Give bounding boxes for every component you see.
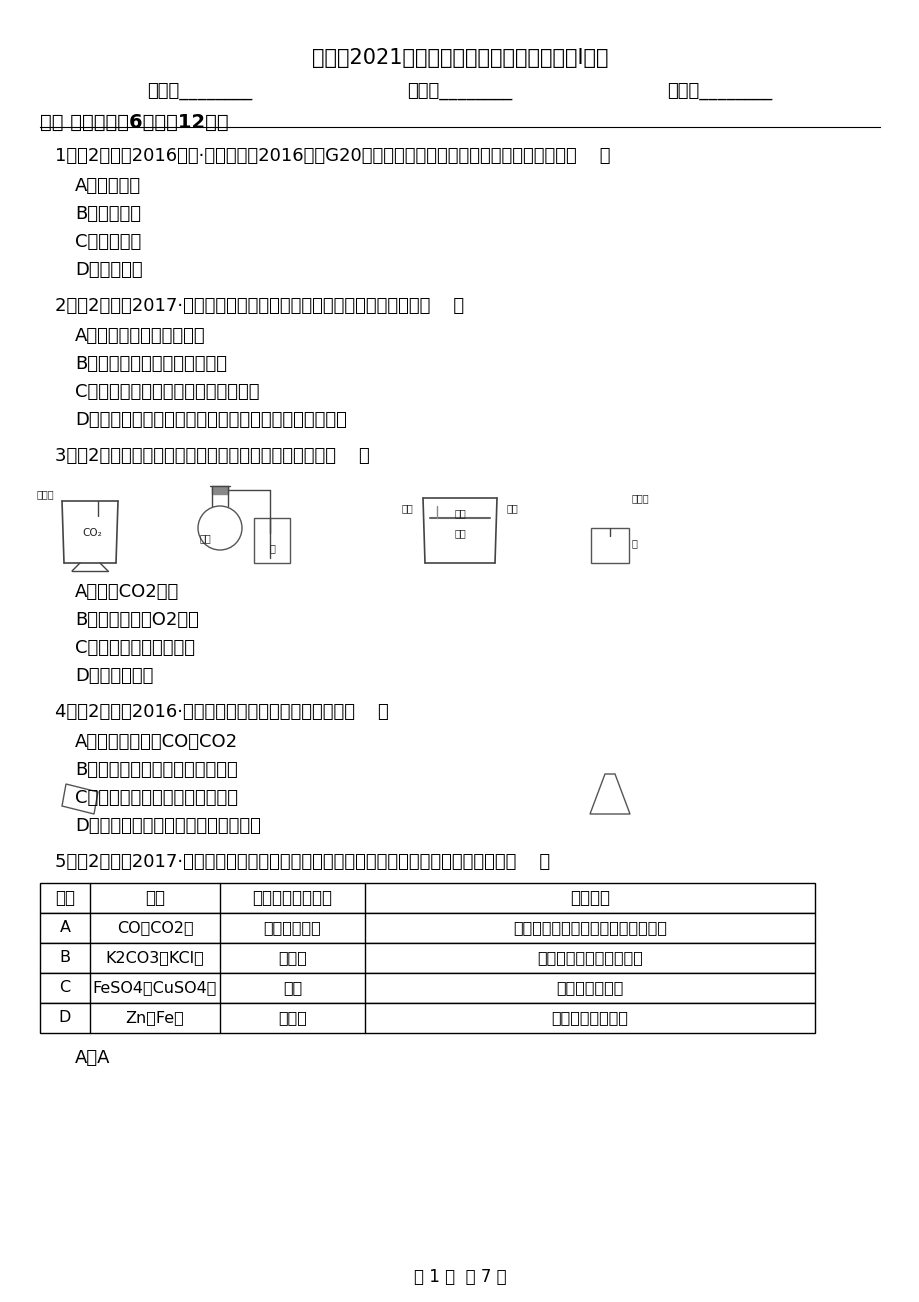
Text: CO₂: CO₂ [82,529,102,538]
Text: C．舞台升降: C．舞台升降 [75,233,142,251]
Bar [40,883,814,913]
Text: B．酸、碱中一定都含有氧元素: B．酸、碱中一定都含有氧元素 [75,355,227,372]
Text: 4．（2分）（2016·朝阳模拟）下列实验方法错误的是（    ）: 4．（2分）（2016·朝阳模拟）下列实验方法错误的是（ ） [55,703,389,721]
Text: Zn（Fe）: Zn（Fe） [126,1010,184,1026]
Text: 水: 水 [268,543,275,553]
Text: D: D [59,1010,71,1026]
Text: 锌粉: 锌粉 [282,980,301,996]
Bar [40,973,814,1003]
Text: C．用燃烧的方法鉴别羊毛和涤纶: C．用燃烧的方法鉴别羊毛和涤纶 [75,789,238,807]
Text: 水: 水 [631,538,637,548]
Text: A．用点燃法区分CO和CO2: A．用点燃法区分CO和CO2 [75,733,238,751]
Text: 气体通过盛有氢氧化钠溶液的洗气瓶: 气体通过盛有氢氧化钠溶液的洗气瓶 [513,921,666,936]
Text: C: C [60,980,71,996]
Text: CO（CO2）: CO（CO2） [117,921,193,936]
Text: A．A: A．A [75,1049,110,1068]
Text: 白磷: 白磷 [454,508,465,518]
Text: A．音乐喷泉: A．音乐喷泉 [75,177,141,195]
Text: A: A [60,921,71,936]
Text: 5．（2分）（2017·白银）下列选用的除杂试剂和实验操作都正确的是（括号内为杂质）（    ）: 5．（2分）（2017·白银）下列选用的除杂试剂和实验操作都正确的是（括号内为杂… [55,853,550,871]
Text: A．探究CO2性质: A．探究CO2性质 [75,583,179,602]
Text: B．用煮沸的方法鉴别软水和硬水: B．用煮沸的方法鉴别软水和硬水 [75,760,237,779]
Bar [40,913,814,943]
Text: 玻璃片: 玻璃片 [37,490,54,499]
Text: B．验证空气中O2含量: B．验证空气中O2含量 [75,611,199,629]
Text: C．探究燃烧的三个条件: C．探究燃烧的三个条件 [75,639,195,658]
Text: 赤峰市2021年九年级下学期开学化学试卷（I）卷: 赤峰市2021年九年级下学期开学化学试卷（I）卷 [312,48,607,68]
Text: D．与熟石灰混合研磨后产生氨味的化肥一定是铵态氮肥: D．与熟石灰混合研磨后产生氨味的化肥一定是铵态氮肥 [75,411,346,428]
Text: B．焰火表演: B．焰火表演 [75,204,141,223]
Text: 除杂试剂（足量）: 除杂试剂（足量） [252,889,332,907]
Text: 班级：________: 班级：________ [407,82,512,100]
Text: K2CO3（KCl）: K2CO3（KCl） [106,950,204,966]
Text: D．稀释浓硫酸: D．稀释浓硫酸 [75,667,153,685]
Text: 铜片: 铜片 [506,503,518,513]
Bar [40,943,814,973]
Text: 稀盐酸: 稀盐酸 [278,950,307,966]
Text: 浓硫酸: 浓硫酸 [631,493,649,503]
Text: 选项: 选项 [55,889,75,907]
Text: 木炭: 木炭 [199,533,211,543]
Text: 物质: 物质 [145,889,165,907]
Bar [211,486,228,493]
Text: A．溶液中的溶剂一定是水: A．溶液中的溶剂一定是水 [75,327,206,345]
Bar [40,1003,814,1032]
Text: 1．（2分）（2016九上·娄底期中）2016杭州G20峰会的精彩文艺演出中，发生化学变化的是（    ）: 1．（2分）（2016九上·娄底期中）2016杭州G20峰会的精彩文艺演出中，发… [55,147,610,165]
Text: 操作方法: 操作方法 [570,889,609,907]
Text: D．用互相刻画的方法比较金属的硬度: D．用互相刻画的方法比较金属的硬度 [75,816,261,835]
Text: 氢氧化钠溶液: 氢氧化钠溶液 [264,921,321,936]
Text: 白磷: 白磷 [401,503,413,513]
Text: 成绩：________: 成绩：________ [666,82,772,100]
Text: 稀硫酸: 稀硫酸 [278,1010,307,1026]
Text: C．生成盐和水的反应一定是中和反应: C．生成盐和水的反应一定是中和反应 [75,383,259,401]
Bar [254,518,289,562]
Text: 一、 选择题（共6题；共12分）: 一、 选择题（共6题；共12分） [40,113,229,132]
Bar [590,529,629,562]
Text: 加入锌粉并过滤: 加入锌粉并过滤 [556,980,623,996]
Text: 热水: 热水 [454,529,465,538]
Text: FeSO4（CuSO4）: FeSO4（CuSO4） [93,980,217,996]
Text: 2．（2分）（2017·锦江模拟）下列整理归纳中，得出的结论正确的是（    ）: 2．（2分）（2017·锦江模拟）下列整理归纳中，得出的结论正确的是（ ） [55,297,463,315]
Text: 加入稀硫酸，过滤: 加入稀硫酸，过滤 [550,1010,628,1026]
Text: B: B [60,950,71,966]
Text: 第 1 页  共 7 页: 第 1 页 共 7 页 [414,1268,505,1286]
Text: D．灯光表演: D．灯光表演 [75,260,142,279]
Text: 姓名：________: 姓名：________ [147,82,253,100]
Text: 加入稀盐酸、蒸发、结晶: 加入稀盐酸、蒸发、结晶 [537,950,642,966]
Text: 3．（2分）下述实验操作正确，并能达到实验目的的是（    ）: 3．（2分）下述实验操作正确，并能达到实验目的的是（ ） [55,447,369,465]
